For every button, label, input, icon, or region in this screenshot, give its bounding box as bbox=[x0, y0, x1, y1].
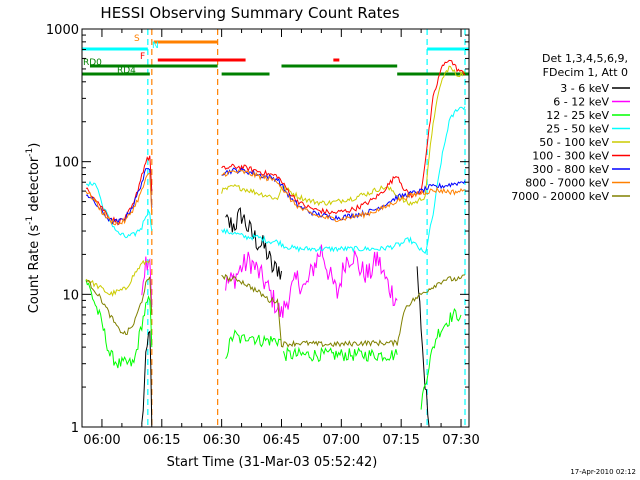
series-line bbox=[141, 256, 153, 308]
y-axis-label-sup1: -1 bbox=[25, 216, 35, 225]
x-tick-label: 06:30 bbox=[203, 433, 240, 448]
legend-header-line1: Det 1,3,4,5,6,9, bbox=[542, 52, 628, 65]
y-tick-label: 10 bbox=[62, 288, 79, 303]
x-tick-label: 06:15 bbox=[143, 433, 180, 448]
legend-item-label: 50 - 100 keV bbox=[539, 136, 609, 149]
series-line bbox=[420, 307, 462, 410]
y-axis: 1 10 100 1000 bbox=[46, 23, 469, 436]
x-axis-label: Start Time (31-Mar-03 05:52:42) bbox=[167, 455, 378, 470]
x-tick-label: 07:15 bbox=[382, 433, 419, 448]
flag-label-rd4: RD4 bbox=[117, 66, 136, 76]
series-line bbox=[221, 65, 466, 207]
series-line bbox=[86, 180, 153, 239]
series-line bbox=[221, 169, 466, 223]
legend-item-label: 25 - 50 keV bbox=[546, 123, 609, 136]
legend-item-label: 100 - 300 keV bbox=[532, 150, 609, 163]
x-tick-label: 06:00 bbox=[83, 433, 120, 448]
legend: Det 1,3,4,5,6,9, FDecim 1, Att 0 3 - 6 k… bbox=[511, 52, 630, 203]
series-line bbox=[225, 207, 282, 280]
legend-item-label: 3 - 6 keV bbox=[560, 82, 609, 95]
series-line bbox=[85, 172, 153, 226]
y-tick-label: 1000 bbox=[46, 23, 79, 38]
plot-frame bbox=[81, 28, 470, 428]
series-line bbox=[85, 276, 153, 336]
flag-label-rd0: RD0 bbox=[83, 58, 102, 68]
legend-item-label: 7000 - 20000 keV bbox=[511, 190, 609, 203]
series-line bbox=[225, 244, 398, 318]
x-axis: 06:00 06:15 06:30 06:45 07:00 07:15 07:30 bbox=[81, 29, 480, 448]
flag-label-n: N bbox=[152, 41, 159, 51]
legend-item-label: 800 - 7000 keV bbox=[525, 177, 609, 190]
series-line bbox=[85, 259, 151, 297]
series-line bbox=[225, 329, 282, 360]
series-line bbox=[141, 330, 153, 428]
y-axis-label-end: ) bbox=[27, 143, 42, 148]
y-tick-label: 1 bbox=[71, 421, 79, 436]
y-axis-label-main: Count Rate (s bbox=[27, 225, 42, 314]
x-tick-label: 07:30 bbox=[442, 433, 479, 448]
legend-item-label: 300 - 800 keV bbox=[532, 163, 609, 176]
legend-item-label: 12 - 25 keV bbox=[546, 109, 609, 122]
series-line bbox=[221, 106, 466, 255]
flag-label-f: F bbox=[140, 52, 145, 62]
series-line bbox=[221, 167, 466, 221]
timestamp: 17-Apr-2010 02:12 bbox=[570, 468, 636, 476]
series-line bbox=[283, 346, 398, 363]
series-line bbox=[85, 168, 153, 225]
y-axis-label-sup2: -1 bbox=[25, 148, 35, 157]
series-line bbox=[85, 279, 153, 369]
series-line bbox=[221, 273, 466, 348]
y-tick-label: 100 bbox=[54, 156, 79, 171]
observing-flags: S NF RD0 RD4 bbox=[82, 34, 469, 76]
legend-header-line2: FDecim 1, Att 0 bbox=[543, 66, 628, 79]
y-axis-label-mid: detector bbox=[27, 156, 42, 216]
y-axis-label: Count Rate (s-1 detector-1) bbox=[25, 143, 42, 314]
data-series bbox=[85, 59, 466, 428]
series-line bbox=[221, 59, 466, 215]
chart-title: HESSI Observing Summary Count Rates bbox=[100, 4, 399, 22]
x-tick-label: 06:45 bbox=[263, 433, 300, 448]
flag-label-s: S bbox=[134, 34, 140, 44]
plot-area bbox=[147, 29, 466, 427]
legend-item-label: 6 - 12 keV bbox=[553, 96, 609, 109]
x-tick-label: 07:00 bbox=[323, 433, 360, 448]
series-line bbox=[416, 266, 430, 428]
